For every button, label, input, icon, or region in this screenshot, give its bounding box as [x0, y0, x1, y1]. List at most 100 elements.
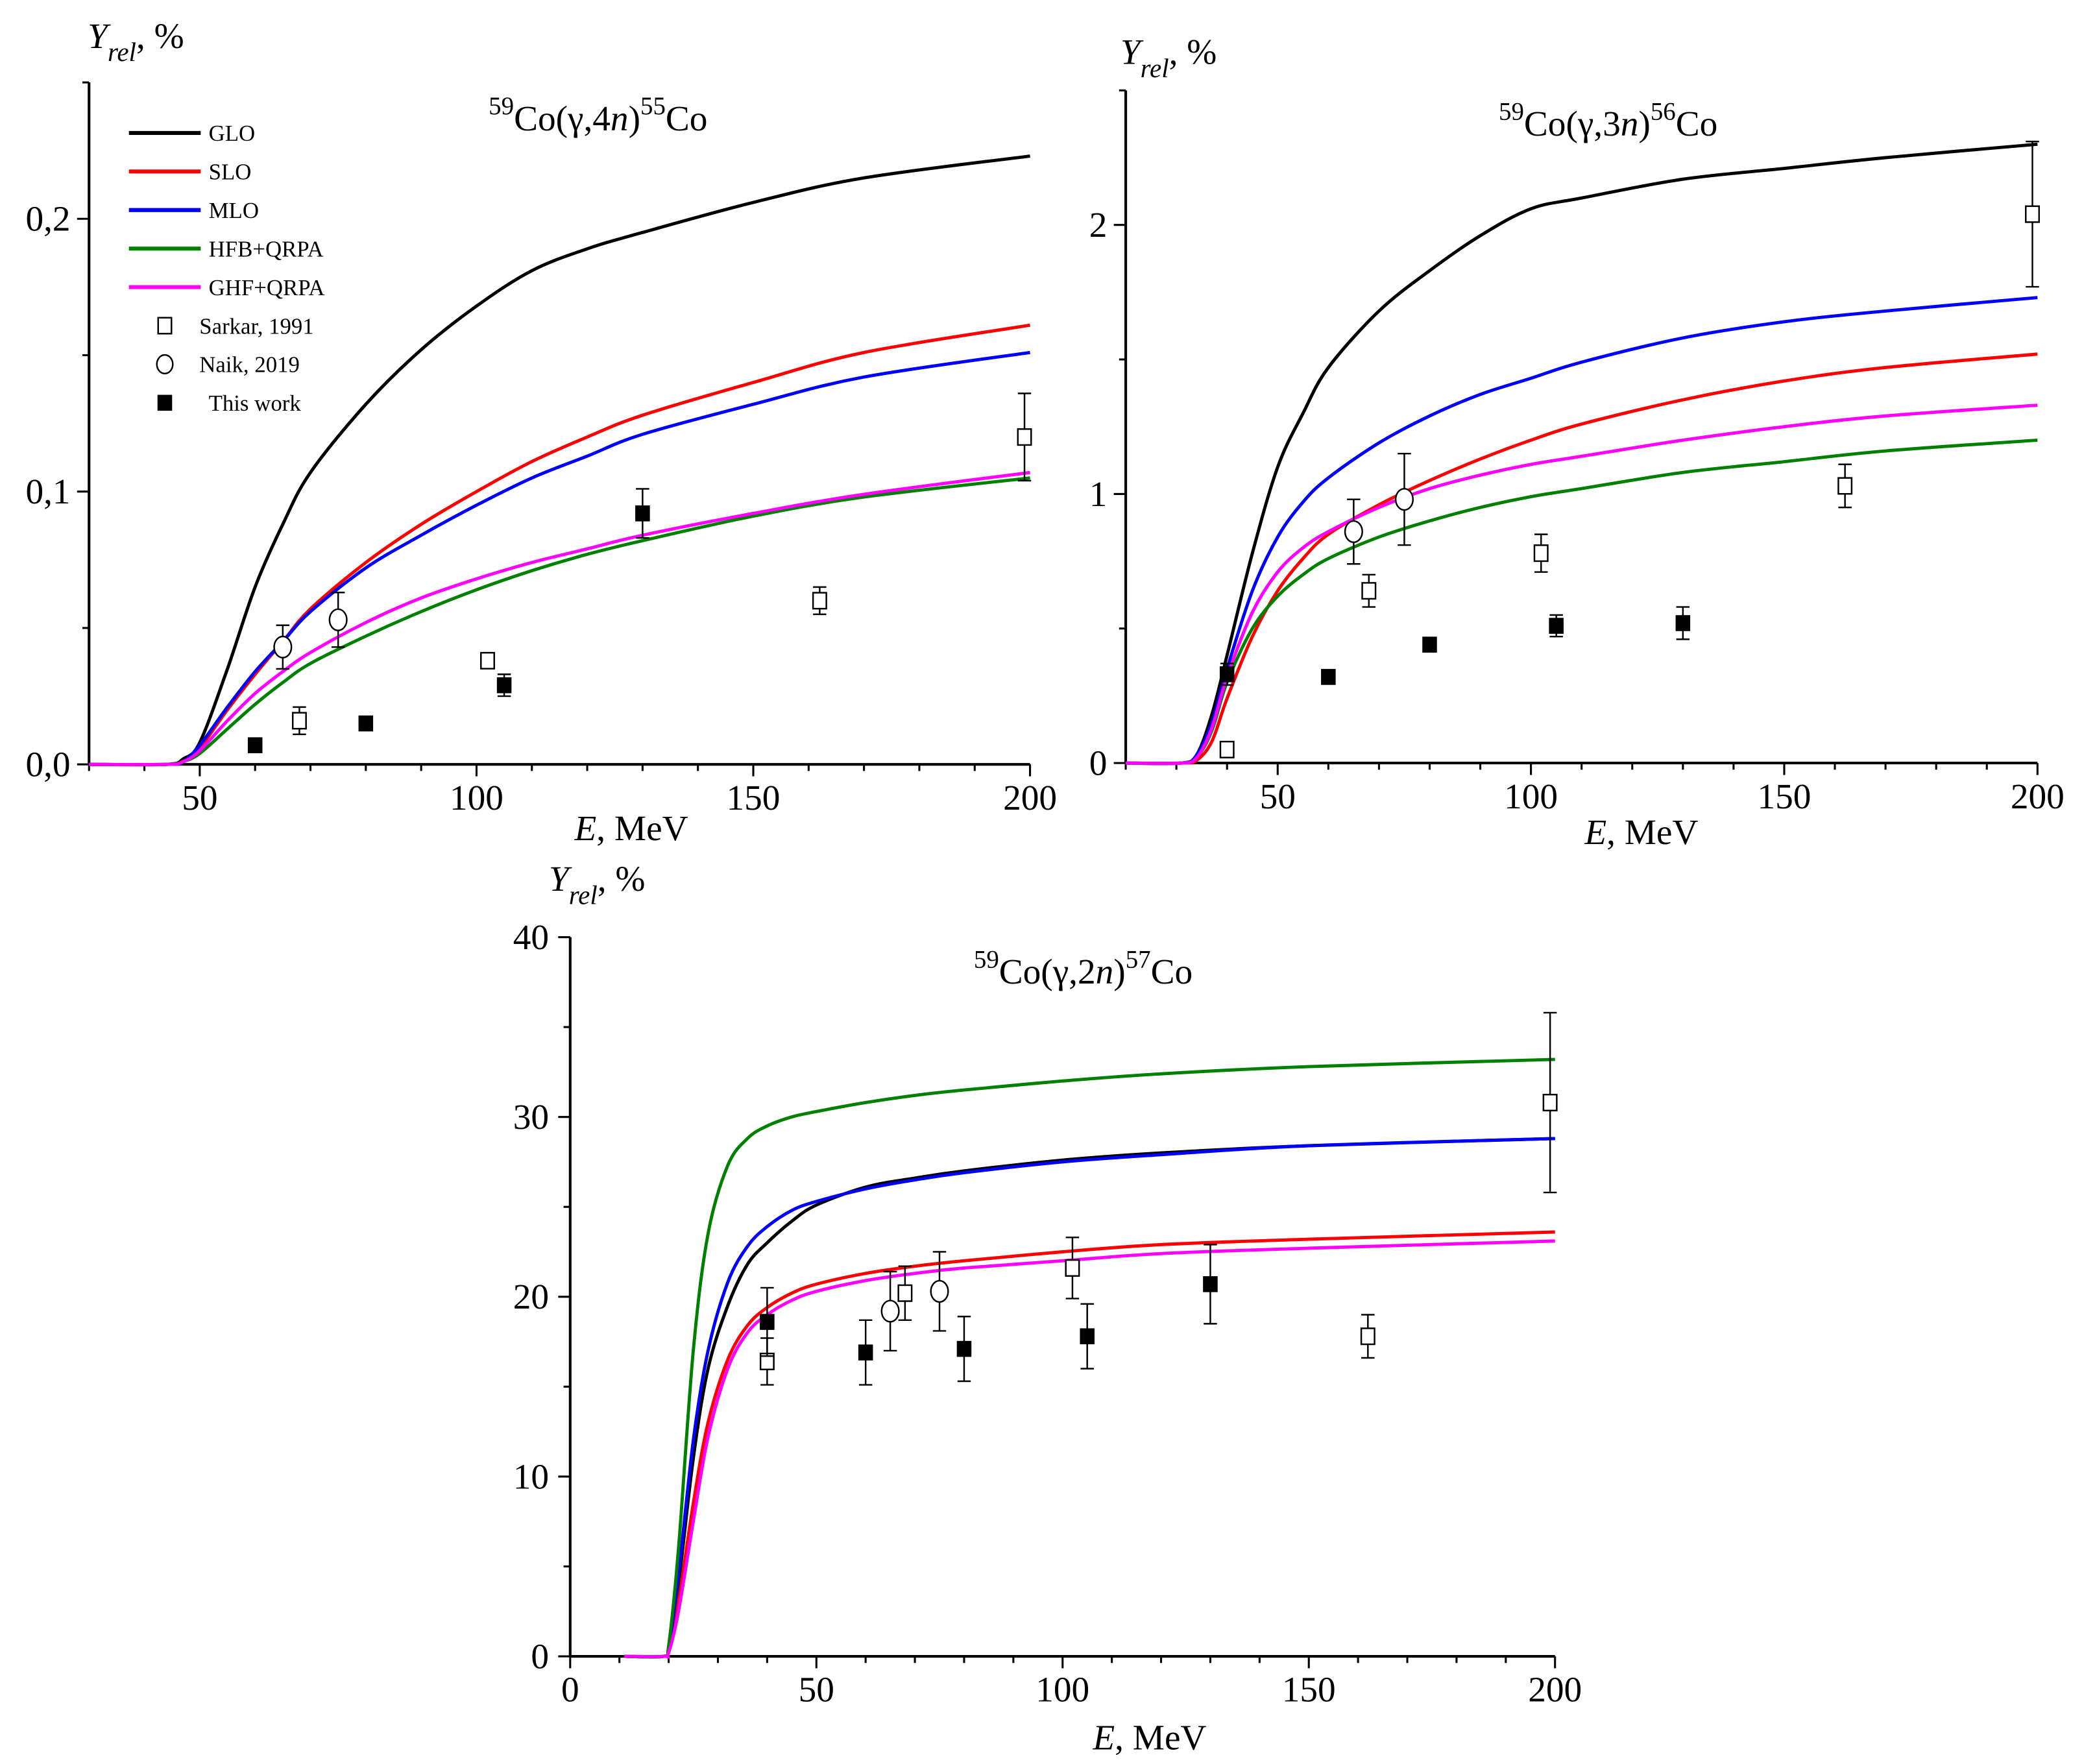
series-line-hfb-qrpa [624, 1057, 1555, 1659]
y-tick-label: 0,0 [25, 745, 70, 784]
y-axis-symbol: Y [549, 859, 572, 899]
legend-label: MLO [209, 198, 259, 223]
data-point-this-work [1219, 666, 1235, 683]
x-axis-symbol: E [1584, 812, 1606, 852]
chart-co-gamma-4n: 50 100 150 200 0,0 0,1 0,2 Yrel, % E, MeV 59Co(γ,… [25, 16, 1057, 848]
y-tick-label: 0 [531, 1636, 549, 1676]
data-point-sarkar-1991 [1361, 582, 1377, 600]
data-point-this-work [635, 505, 650, 522]
y-axis-unit: , % [1169, 32, 1217, 71]
data-point-sarkar-1991 [1219, 740, 1235, 758]
data-point-sarkar-1991 [1837, 477, 1853, 495]
data-point-this-work [1080, 1328, 1095, 1345]
x-axis-symbol: E [1092, 1717, 1115, 1757]
title-product: Co [1676, 104, 1718, 143]
chart-title: 59Co(γ,4n)55Co [489, 92, 707, 138]
series-line-mlo [624, 1137, 1555, 1659]
data-point-sarkar-1991 [1065, 1259, 1080, 1277]
data-point-sarkar-1991 [1017, 428, 1032, 446]
x-axis-title: E, MeV [1092, 1717, 1206, 1757]
x-tick-label: 150 [1757, 777, 1811, 816]
title-mass-number: 59 [974, 946, 999, 974]
series-line-ghf-qrpa [1126, 404, 2038, 766]
legend-marker-filled-square [157, 394, 173, 411]
x-axis-unit: , MeV [596, 808, 688, 848]
x-tick-label: 200 [2011, 777, 2065, 816]
y-axis-title: Yrel, % [549, 859, 645, 910]
legend-item-glo: GLO [128, 121, 255, 146]
legend-item-hfb-qrpa: HFB+QRPA [128, 236, 324, 261]
x-axis-title: E, MeV [1584, 812, 1698, 852]
data-point-naik-2019 [930, 1279, 949, 1303]
data-point-this-work [858, 1344, 873, 1360]
y-tick-label: 2 [1089, 205, 1108, 245]
y-axis-title: Yrel, % [88, 16, 184, 67]
data-point-this-work [1321, 669, 1336, 685]
legend-marker-open-square [157, 317, 173, 335]
x-axis-unit: , MeV [1606, 812, 1698, 852]
data-point-naik-2019 [273, 635, 293, 658]
series-line-ghf-qrpa [624, 1239, 1555, 1659]
x-tick-label: 0 [561, 1670, 579, 1710]
data-point-this-work [496, 677, 512, 694]
y-axis-unit: , % [136, 16, 184, 56]
series-line-glo [89, 154, 1030, 767]
series-line-ghf-qrpa [89, 470, 1030, 766]
title-product-mass: 56 [1651, 97, 1676, 125]
y-tick-label: 10 [513, 1456, 549, 1496]
y-tick-label: 30 [513, 1097, 549, 1137]
title-paren: ) [1113, 952, 1125, 991]
y-axis-subscript: rel [569, 880, 598, 910]
data-point-sarkar-1991 [812, 592, 827, 610]
title-product: Co [666, 99, 708, 138]
legend-label: GHF+QRPA [209, 275, 325, 300]
chart-title: 59Co(γ,3n)56Co [1499, 97, 1717, 143]
data-point-naik-2019 [328, 608, 348, 631]
y-axis-title: Yrel, % [1121, 32, 1217, 82]
x-tick-label: 50 [182, 778, 217, 817]
title-neutron: n [1096, 952, 1114, 991]
y-axis-subscript: rel [1141, 53, 1169, 83]
title-paren: ) [1638, 104, 1650, 143]
data-point-this-work [1549, 618, 1564, 634]
x-tick-label: 50 [799, 1670, 834, 1710]
legend-item-sarkar-1991: Sarkar, 1991 [157, 313, 314, 339]
series-line-glo [1126, 142, 2038, 766]
x-tick-label: 100 [450, 778, 503, 817]
legend-label: HFB+QRPA [209, 236, 324, 261]
data-point-sarkar-1991 [1360, 1327, 1375, 1346]
x-tick-label: 50 [1260, 777, 1296, 816]
chart-title: 59Co(γ,2n)57Co [974, 946, 1193, 992]
y-axis-symbol: Y [88, 16, 111, 56]
legend-label: Naik, 2019 [199, 352, 300, 378]
y-tick-label: 1 [1089, 474, 1108, 514]
legend-marker-open-circle [156, 354, 174, 374]
title-neutron: n [1621, 104, 1639, 143]
title-reaction: Co(γ,2 [999, 952, 1096, 991]
data-point-naik-2019 [1394, 488, 1414, 511]
legend: GLO SLO MLO HFB+QRPA GHF+QRPA Sarkar, 1991 Nai… [128, 121, 325, 416]
legend-label: Sarkar, 1991 [199, 313, 313, 339]
series-line-hfb-qrpa [1126, 439, 2038, 766]
legend-item-this-work: This work [157, 391, 302, 416]
y-tick-label: 20 [513, 1277, 549, 1316]
y-tick-label: 0,2 [25, 199, 70, 239]
title-product-mass: 57 [1126, 946, 1151, 974]
y-tick-label: 0,1 [25, 472, 70, 511]
title-reaction: Co(γ,3 [1524, 104, 1621, 143]
data-point-this-work [1675, 615, 1691, 631]
legend-label: This work [209, 391, 302, 416]
title-mass-number: 59 [1499, 97, 1524, 125]
y-axis-subscript: rel [108, 37, 136, 67]
legend-item-mlo: MLO [128, 198, 259, 223]
chart-co-gamma-3n: 50 100 150 200 0 1 2 Yrel, % E, MeV 59Co(γ,3n)56C… [1089, 32, 2065, 852]
data-point-this-work [1203, 1276, 1218, 1292]
x-tick-label: 200 [1528, 1670, 1582, 1710]
x-axis-title: E, MeV [574, 808, 688, 848]
data-point-sarkar-1991 [291, 712, 307, 730]
x-tick-label: 150 [727, 778, 781, 817]
title-reaction: Co(γ,4 [514, 99, 611, 138]
x-tick-label: 150 [1282, 1670, 1336, 1710]
series-line-glo [624, 1137, 1555, 1659]
